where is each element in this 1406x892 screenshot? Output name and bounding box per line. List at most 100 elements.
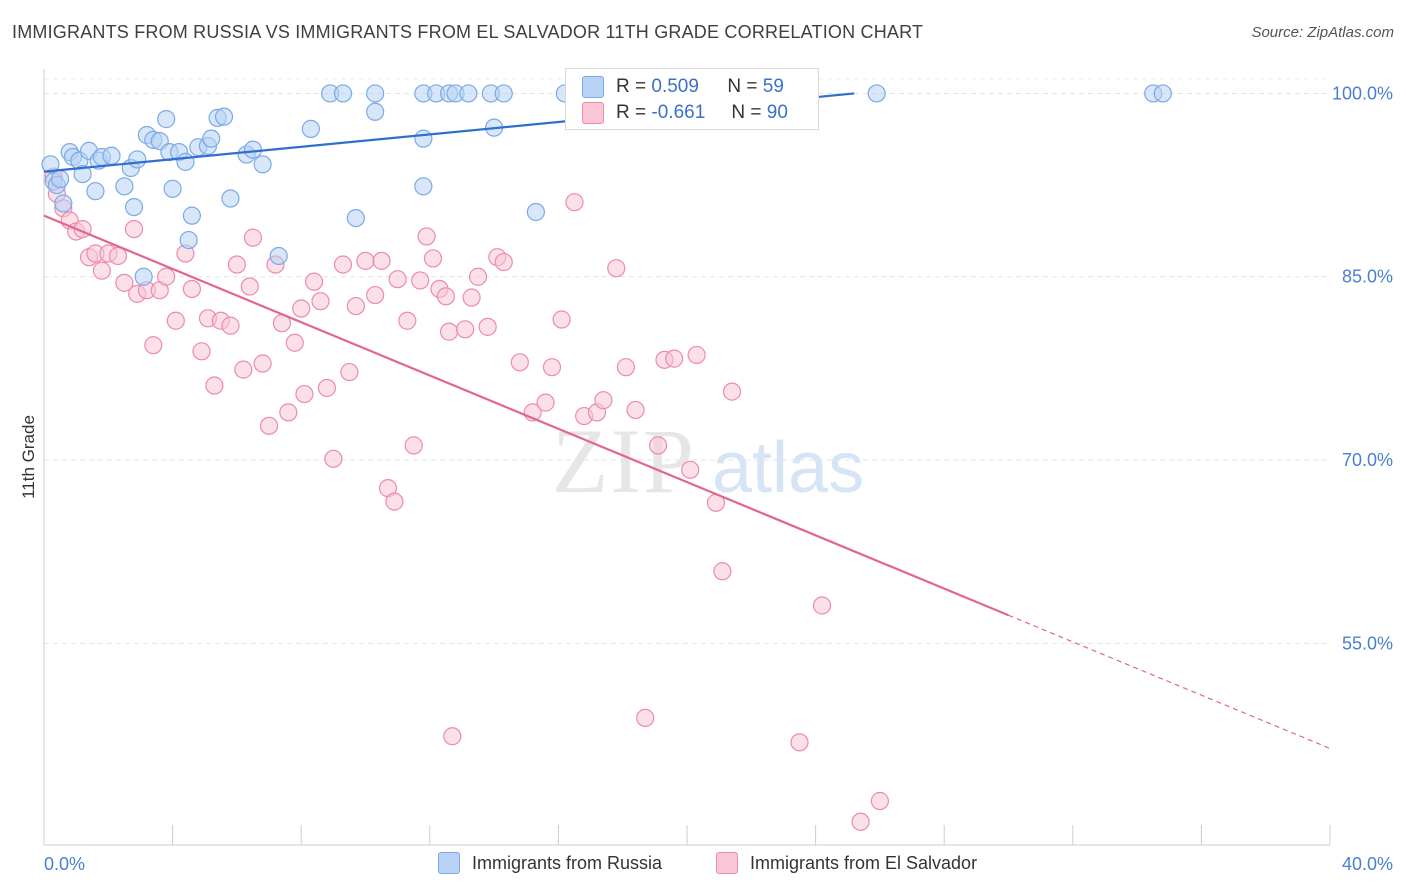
russia-point-45 <box>414 129 433 148</box>
legend-russia-swatch <box>438 852 460 874</box>
x-tick-label-1: 40.0% <box>1342 854 1393 874</box>
salvador-n-value: 90 <box>766 102 788 123</box>
russia-point-8 <box>73 164 92 184</box>
y-axis-label: 11th Grade <box>19 415 38 499</box>
series-russia <box>41 84 1172 286</box>
legend-item-russia: Immigrants from Russia <box>438 852 662 874</box>
salvador-point-41 <box>324 449 343 468</box>
salvador-trend-line <box>43 214 1009 617</box>
salvador-point-21 <box>192 342 211 361</box>
russia-point-33 <box>214 107 234 126</box>
salvador-point-89 <box>851 812 870 831</box>
salvador-r-value: -0.661 <box>651 102 706 123</box>
russia-point-44 <box>366 102 385 121</box>
russia-point-22 <box>157 110 176 129</box>
salvador-point-44 <box>346 296 365 316</box>
salvador-point-39 <box>311 292 330 311</box>
watermark-atlas: atlas <box>712 428 864 508</box>
salvador-point-86 <box>722 382 742 401</box>
salvador-point-63 <box>478 317 497 336</box>
russia-swatch <box>582 76 604 98</box>
watermark-zip: ZIP <box>552 410 696 512</box>
salvador-point-28 <box>240 277 259 296</box>
salvador-point-15 <box>144 336 163 355</box>
salvador-point-42 <box>333 255 353 274</box>
russia-point-55 <box>526 202 545 222</box>
stats-row-russia: R = 0.509 N = 59 <box>566 74 784 100</box>
salvador-point-50 <box>388 270 407 289</box>
salvador-point-60 <box>456 320 475 339</box>
salvador-point-77 <box>626 400 645 420</box>
russia-point-43 <box>366 84 385 103</box>
salvador-point-25 <box>221 316 240 335</box>
russia-point-51 <box>459 84 478 103</box>
russia-r-label: R = <box>616 76 647 97</box>
salvador-point-87 <box>790 733 809 752</box>
salvador-point-55 <box>423 249 443 268</box>
russia-point-37 <box>253 155 272 174</box>
legend-russia-label: Immigrants from Russia <box>472 852 663 873</box>
salvador-point-20 <box>182 279 201 299</box>
salvador-point-61 <box>462 288 481 307</box>
salvador-point-18 <box>166 311 185 330</box>
y-tick-label-2: 85.0% <box>1342 267 1393 287</box>
salvador-point-34 <box>279 403 298 422</box>
russia-point-59 <box>1153 84 1172 103</box>
russia-point-57 <box>867 84 886 103</box>
salvador-point-23 <box>205 376 224 395</box>
salvador-point-66 <box>510 353 529 372</box>
salvador-point-31 <box>259 416 279 435</box>
salvador-point-57 <box>436 287 455 306</box>
russia-point-13 <box>102 146 121 165</box>
russia-point-4 <box>54 194 73 213</box>
salvador-point-78 <box>636 708 655 728</box>
watermark: ZIP atlas <box>552 410 864 512</box>
salvador-point-76 <box>616 358 636 377</box>
salvador-point-79 <box>648 436 668 455</box>
stats-legend: R = 0.509 N = 59 R = -0.661 N = 90 <box>565 68 819 130</box>
russia-point-41 <box>333 84 353 103</box>
chart-title: IMMIGRANTS FROM RUSSIA VS IMMIGRANTS FRO… <box>12 22 924 42</box>
russia-point-34 <box>221 189 240 208</box>
salvador-point-43 <box>340 362 359 382</box>
salvador-point-90 <box>870 791 890 811</box>
salvador-n-label: N = <box>731 102 762 123</box>
axes <box>43 69 1331 846</box>
salvador-point-40 <box>317 378 337 398</box>
russia-point-38 <box>269 246 288 266</box>
salvador-point-85 <box>713 562 732 581</box>
salvador-point-74 <box>594 391 613 410</box>
salvador-point-38 <box>304 272 324 291</box>
salvador-point-82 <box>681 460 700 479</box>
russia-n-label: N = <box>727 76 758 97</box>
salvador-point-52 <box>404 436 423 455</box>
russia-point-26 <box>176 152 195 171</box>
x-tick-label-0: 0.0% <box>44 854 85 874</box>
salvador-point-47 <box>372 251 391 270</box>
russia-point-42 <box>346 208 365 228</box>
russia-point-28 <box>182 206 201 225</box>
salvador-point-45 <box>356 251 375 270</box>
salvador-point-46 <box>366 285 385 305</box>
source-label: Source: ZipAtlas.com <box>1251 24 1394 41</box>
bottom-legend: Immigrants from Russia Immigrants from E… <box>0 852 1406 876</box>
salvador-point-88 <box>812 596 832 615</box>
legend-salvador-swatch <box>716 852 738 874</box>
russia-point-17 <box>128 150 147 169</box>
salvador-point-26 <box>227 255 246 274</box>
russia-point-46 <box>414 177 433 196</box>
salvador-point-51 <box>398 311 417 330</box>
y-tick-label-3: 100.0% <box>1332 83 1393 103</box>
russia-point-31 <box>202 129 221 148</box>
salvador-point-30 <box>253 354 272 373</box>
axis-labels: 55.0% 70.0% 85.0% 100.0% 0.0% 40.0% 11th Grade <box>19 83 1393 874</box>
salvador-point-12 <box>124 219 144 239</box>
salvador-point-81 <box>665 349 684 368</box>
salvador-point-37 <box>295 384 314 404</box>
salvador-trend-extension <box>1008 614 1331 750</box>
salvador-point-62 <box>468 267 488 286</box>
russia-point-14 <box>115 177 134 196</box>
salvador-point-70 <box>552 310 571 329</box>
russia-point-36 <box>243 140 263 159</box>
salvador-point-10 <box>108 246 128 266</box>
